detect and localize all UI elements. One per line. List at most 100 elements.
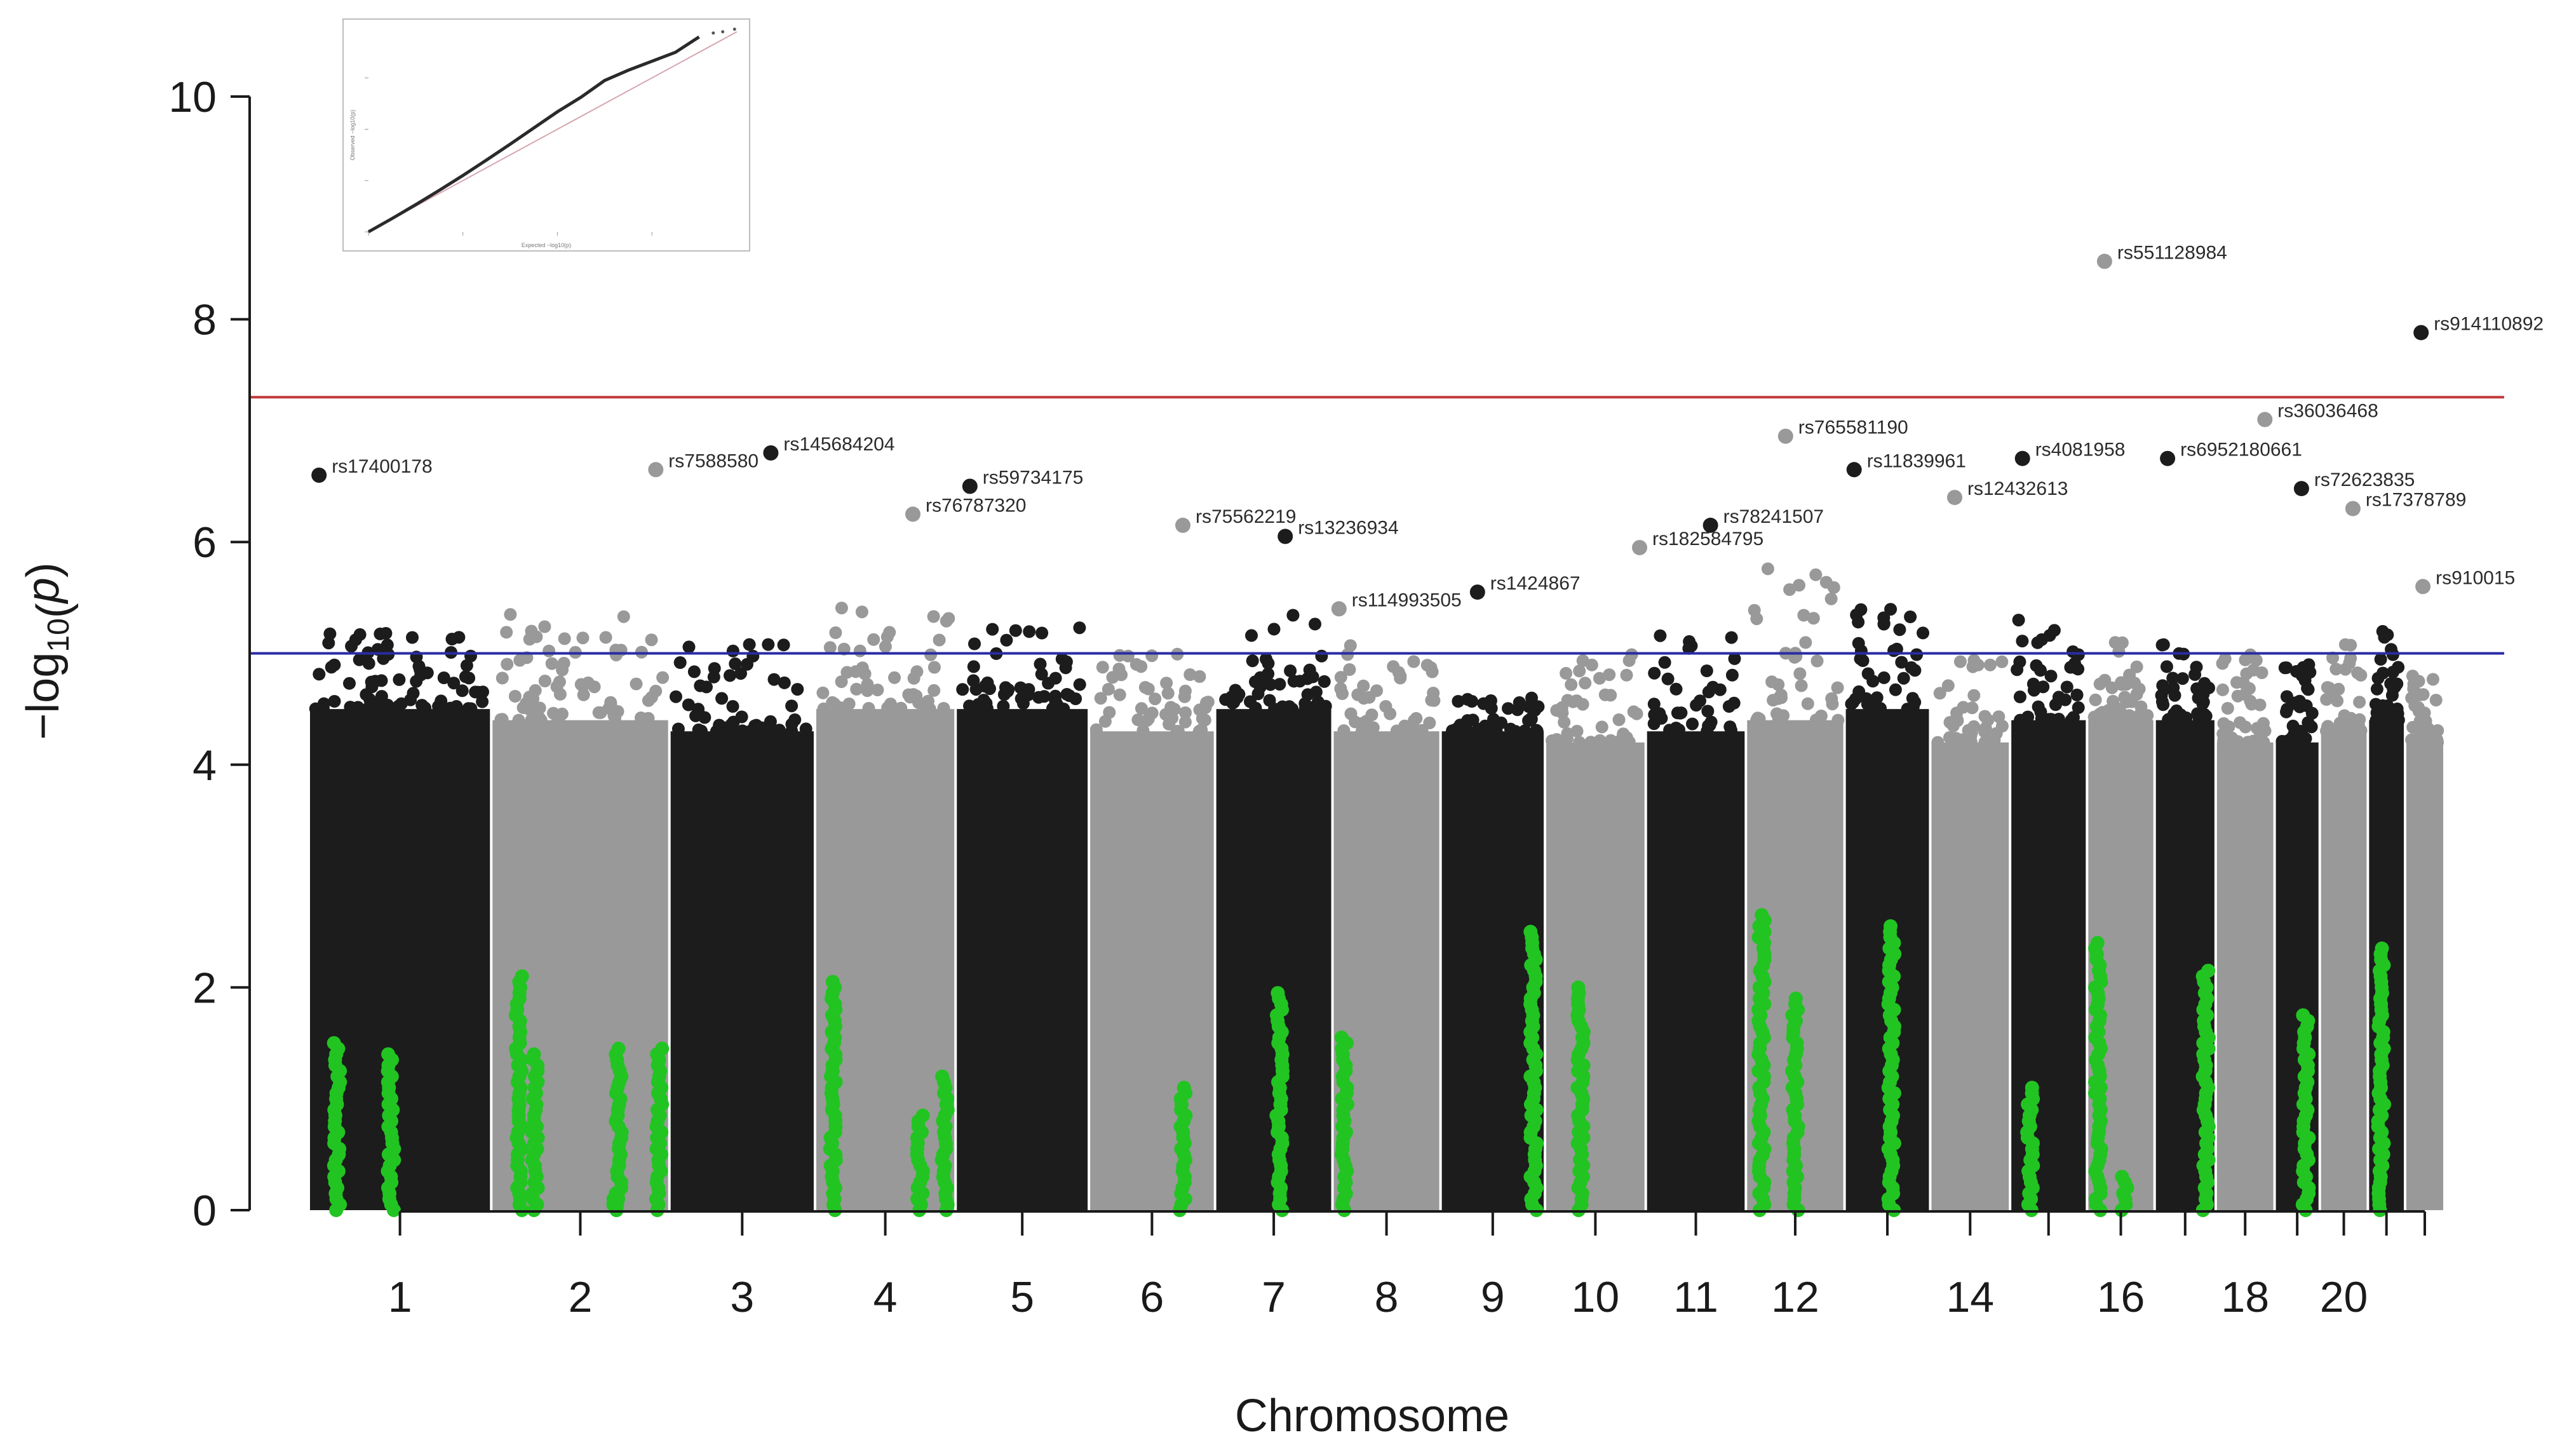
highlighted-locus-chr1 xyxy=(525,1047,545,1217)
snp-point xyxy=(2176,672,2189,685)
x-tick-label-chr18: 18 xyxy=(2221,1273,2269,1321)
highlighted-locus-chr12 xyxy=(1785,991,1805,1217)
highlighted-locus-chr13 xyxy=(1881,919,1902,1217)
snp-point xyxy=(1850,608,1863,621)
snp-point xyxy=(2221,702,2234,715)
snp-point xyxy=(785,725,799,738)
annotated-snp-point xyxy=(2345,501,2361,516)
snp-point xyxy=(2429,694,2443,707)
highlighted-snp-point xyxy=(1523,924,1538,939)
snp-point xyxy=(2344,638,2357,652)
annotated-snp-point xyxy=(1469,584,1485,600)
highlighted-snp-point xyxy=(825,974,840,989)
snp-point xyxy=(1865,702,1878,715)
snp-point xyxy=(1570,725,1584,738)
qq-plot-inset: Expected −log10(p) Observed −log10(p) xyxy=(342,18,750,252)
snp-label-rs36036468: rs36036468 xyxy=(2277,400,2378,421)
highlighted-snp-point xyxy=(2296,1008,2310,1023)
snp-point xyxy=(406,631,419,644)
qq-expected-diagonal xyxy=(368,31,738,233)
snp-point xyxy=(2257,736,2270,749)
snp-label-rs910015: rs910015 xyxy=(2436,567,2515,588)
snp-point xyxy=(2047,624,2061,637)
snp-point xyxy=(455,684,469,698)
highlighted-snp-point xyxy=(1571,980,1586,995)
snp-point xyxy=(1298,702,1312,715)
snp-point xyxy=(2115,636,2129,649)
snp-point xyxy=(817,702,830,715)
snp-point xyxy=(2413,688,2427,701)
snp-point xyxy=(1023,625,1036,638)
snp-point xyxy=(835,675,848,689)
highlighted-locus-chr16 xyxy=(2114,1170,2134,1217)
snp-point xyxy=(1286,609,1300,622)
snp-point xyxy=(1140,714,1154,727)
snp-point xyxy=(476,695,489,708)
snp-point xyxy=(1311,699,1325,711)
snp-point xyxy=(673,656,687,669)
snp-point xyxy=(2031,636,2044,649)
snp-point xyxy=(1957,701,1970,714)
snp-point xyxy=(2249,654,2263,667)
snp-point xyxy=(351,701,365,714)
snp-point xyxy=(527,692,540,705)
snp-point xyxy=(1971,658,1985,671)
snp-point xyxy=(2426,673,2439,686)
snp-point xyxy=(1887,644,1901,657)
snp-point xyxy=(1138,681,1152,694)
snp-point xyxy=(2105,713,2118,727)
snp-point xyxy=(1826,698,1839,711)
snp-point xyxy=(2190,682,2204,696)
snp-point xyxy=(2013,691,2026,703)
y-axis-title: −log10(p) xyxy=(18,562,79,740)
annotated-snp-point xyxy=(1632,540,1647,555)
snp-point xyxy=(1365,708,1379,722)
snp-point xyxy=(1466,713,1480,727)
snp-point xyxy=(2386,666,2399,678)
snp-label-rs4081958: rs4081958 xyxy=(2035,440,2126,461)
snp-point xyxy=(1427,694,1441,707)
snp-point xyxy=(1981,713,1995,727)
snp-point xyxy=(1262,667,1275,680)
snp-point xyxy=(1014,681,1027,694)
annotated-snp-point xyxy=(1331,601,1347,617)
snp-point xyxy=(1874,702,1887,715)
snp-point xyxy=(323,627,337,640)
annotated-snp-point xyxy=(1846,462,1862,478)
snp-point xyxy=(516,701,530,714)
annotated-snp-point xyxy=(905,506,920,522)
snp-point xyxy=(494,713,508,726)
snp-point xyxy=(1765,675,1779,689)
snp-point xyxy=(1967,720,1981,733)
snp-point xyxy=(1343,663,1356,676)
snp-point xyxy=(924,648,937,661)
snp-point xyxy=(2333,723,2347,736)
snp-point xyxy=(1799,636,1812,649)
highlighted-locus-chr12 xyxy=(1751,908,1772,1217)
snp-point xyxy=(871,684,884,697)
snp-point xyxy=(1860,692,1873,705)
snp-point xyxy=(1504,722,1517,736)
snp-point xyxy=(393,673,406,686)
highlighted-snp-point xyxy=(327,1036,341,1050)
snp-point xyxy=(2390,706,2404,718)
snp-point xyxy=(1001,685,1015,698)
snp-point xyxy=(879,640,892,653)
snp-point xyxy=(558,632,571,645)
snp-point xyxy=(1490,725,1503,738)
snp-label-rs59734175: rs59734175 xyxy=(983,468,1083,489)
snp-point xyxy=(1895,656,1908,669)
snp-point xyxy=(2059,693,2072,706)
snp-label-rs145684204: rs145684204 xyxy=(783,434,894,455)
snp-point xyxy=(649,684,663,698)
snp-label-rs17400178: rs17400178 xyxy=(332,456,432,477)
x-tick-label-chr20: 20 xyxy=(2320,1273,2368,1321)
snp-point xyxy=(2037,713,2050,726)
y-tick-label: 4 xyxy=(192,741,217,790)
snp-point xyxy=(1561,732,1574,745)
snp-point xyxy=(508,690,522,703)
snp-point xyxy=(1889,683,1902,696)
snp-point xyxy=(1690,699,1703,712)
annotated-snp-point xyxy=(2096,253,2112,269)
snp-point xyxy=(1579,677,1592,690)
